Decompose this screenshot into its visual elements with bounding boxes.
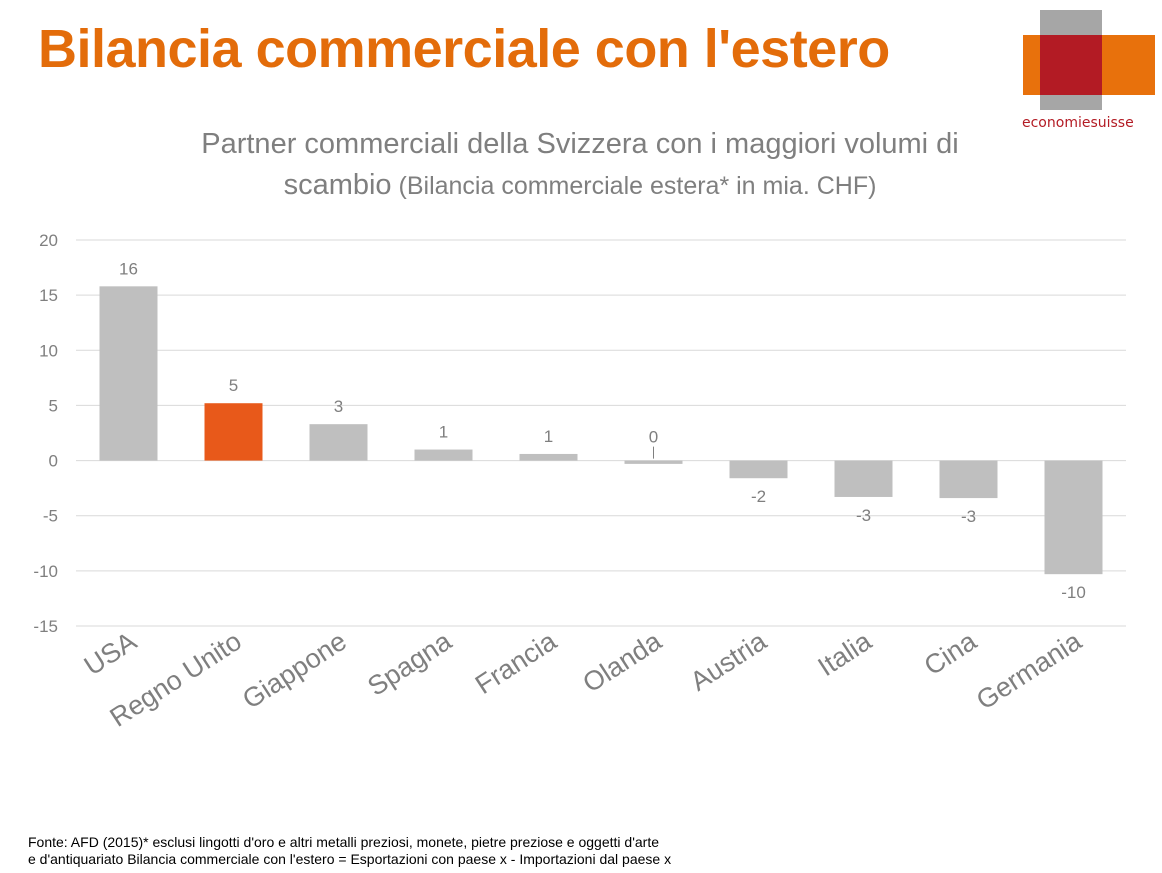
data-label: -3 (961, 507, 976, 526)
bars (99, 286, 1103, 575)
bar-cina (939, 460, 998, 499)
y-tick-label: -5 (43, 507, 58, 526)
chart-subtitle-line: scambio (Bilancia commerciale estera* in… (120, 165, 1040, 210)
chart-subtitle: (Bilancia commerciale estera* in mia. CH… (391, 172, 877, 200)
y-tick-label: 20 (39, 231, 58, 250)
data-labels: 16 5 3 1 1 0 -2 -3 -3 -10 (119, 259, 1086, 602)
bar-spagna (414, 449, 473, 461)
data-label: 16 (119, 259, 138, 278)
bar-germania (1044, 460, 1103, 575)
logo-wordmark: economiesuisse (1022, 115, 1134, 131)
x-tick-label: Cina (919, 625, 983, 681)
x-tick-label: Francia (470, 625, 563, 700)
logo-red-square (1040, 35, 1102, 95)
source-line-1: Fonte: AFD (2015)* esclusi lingotti d'or… (28, 834, 659, 850)
y-tick-label: 10 (39, 341, 58, 360)
chart-title: Partner commerciali della Svizzera con i… (201, 128, 959, 160)
bar-francia (519, 453, 578, 461)
data-label: 1 (544, 427, 553, 446)
y-tick-label: 5 (49, 396, 58, 415)
bar-olanda (624, 460, 683, 464)
data-label: 0 (649, 428, 658, 447)
bar-italia (834, 460, 893, 497)
source-line-2: e d'antiquariato Bilancia commerciale co… (28, 851, 672, 867)
x-tick-label: Olanda (577, 625, 667, 698)
data-label: 3 (334, 397, 343, 416)
x-tick-label: Austria (685, 625, 773, 696)
chart-subtitle-lead: scambio (283, 169, 392, 201)
source-note: Fonte: AFD (2015)* esclusi lingotti d'or… (28, 834, 671, 868)
y-tick-label: 0 (49, 452, 58, 471)
bar-regno-unito (204, 403, 263, 461)
data-label: -3 (856, 506, 871, 525)
data-label: -2 (751, 487, 766, 506)
x-tick-label: Germania (971, 625, 1088, 715)
x-tick-label: Giappone (237, 626, 352, 715)
bar-austria (729, 460, 788, 479)
x-tick-label: Italia (813, 625, 878, 682)
x-tick-label: Spagna (362, 625, 457, 701)
y-tick-label: 15 (39, 286, 58, 305)
x-tick-label: USA (79, 626, 142, 681)
grid-lines (76, 239, 1126, 627)
chart-heading: Partner commerciali della Svizzera con i… (120, 124, 1040, 210)
economiesuisse-logo (1023, 10, 1155, 110)
y-tick-label: -10 (33, 562, 58, 581)
data-label: 1 (439, 423, 448, 442)
data-label: -10 (1061, 583, 1086, 602)
page-title: Bilancia commerciale con l'estero (38, 19, 890, 79)
y-axis-ticks: 20 15 10 5 0 -5 -10 -15 (33, 231, 58, 636)
bar-giappone (309, 424, 368, 461)
data-label: 5 (229, 376, 238, 395)
y-tick-label: -15 (33, 617, 58, 636)
bar-usa (99, 286, 158, 461)
